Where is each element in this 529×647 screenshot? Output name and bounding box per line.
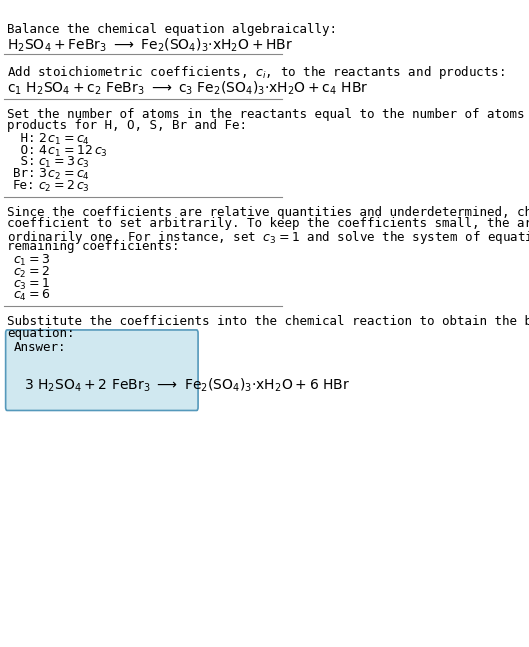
Text: $c_1 = 3\,c_3$: $c_1 = 3\,c_3$ — [38, 155, 90, 170]
Text: O:: O: — [13, 144, 35, 157]
Text: Balance the chemical equation algebraically:: Balance the chemical equation algebraica… — [7, 23, 337, 36]
Text: H:: H: — [13, 132, 35, 145]
Text: Since the coefficients are relative quantities and underdetermined, choose a: Since the coefficients are relative quan… — [7, 206, 529, 219]
Text: $3\,c_2 = c_4$: $3\,c_2 = c_4$ — [38, 167, 90, 182]
Text: Answer:: Answer: — [14, 341, 67, 354]
Text: Add stoichiometric coefficients, $c_i$, to the reactants and products:: Add stoichiometric coefficients, $c_i$, … — [7, 64, 505, 81]
Text: $\mathrm{c_1\ H_2SO_4 + c_2\ FeBr_3 \ \longrightarrow \ c_3\ Fe_2(SO_4)_3{\cdot}: $\mathrm{c_1\ H_2SO_4 + c_2\ FeBr_3 \ \l… — [7, 80, 369, 98]
Text: $c_2 = 2$: $c_2 = 2$ — [13, 265, 50, 280]
Text: $c_2 = 2\,c_3$: $c_2 = 2\,c_3$ — [38, 179, 90, 193]
Text: Substitute the coefficients into the chemical reaction to obtain the balanced: Substitute the coefficients into the che… — [7, 315, 529, 328]
Text: remaining coefficients:: remaining coefficients: — [7, 241, 179, 254]
Text: Fe:: Fe: — [13, 179, 35, 192]
Text: products for H, O, S, Br and Fe:: products for H, O, S, Br and Fe: — [7, 119, 247, 132]
Text: Br:: Br: — [13, 167, 35, 180]
Text: $c_4 = 6$: $c_4 = 6$ — [13, 288, 50, 303]
Text: $c_1 = 3$: $c_1 = 3$ — [13, 253, 50, 269]
Text: $c_3 = 1$: $c_3 = 1$ — [13, 276, 50, 292]
Text: coefficient to set arbitrarily. To keep the coefficients small, the arbitrary va: coefficient to set arbitrarily. To keep … — [7, 217, 529, 230]
Text: $4\,c_1 = 12\,c_3$: $4\,c_1 = 12\,c_3$ — [38, 144, 108, 159]
Text: Set the number of atoms in the reactants equal to the number of atoms in the: Set the number of atoms in the reactants… — [7, 107, 529, 121]
Text: $\mathrm{3\ H_2SO_4 + 2\ FeBr_3 \ \longrightarrow \ Fe_2(SO_4)_3{\cdot}xH_2O + 6: $\mathrm{3\ H_2SO_4 + 2\ FeBr_3 \ \longr… — [24, 377, 350, 394]
FancyBboxPatch shape — [6, 330, 198, 410]
Text: S:: S: — [13, 155, 35, 168]
Text: $2\,c_1 = c_4$: $2\,c_1 = c_4$ — [38, 132, 90, 148]
Text: $\mathrm{H_2SO_4 + FeBr_3 \ \longrightarrow \ Fe_2(SO_4)_3{\cdot}xH_2O + HBr}$: $\mathrm{H_2SO_4 + FeBr_3 \ \longrightar… — [7, 37, 293, 54]
Text: equation:: equation: — [7, 327, 75, 340]
Text: ordinarily one. For instance, set $c_3 = 1$ and solve the system of equations fo: ordinarily one. For instance, set $c_3 =… — [7, 229, 529, 246]
